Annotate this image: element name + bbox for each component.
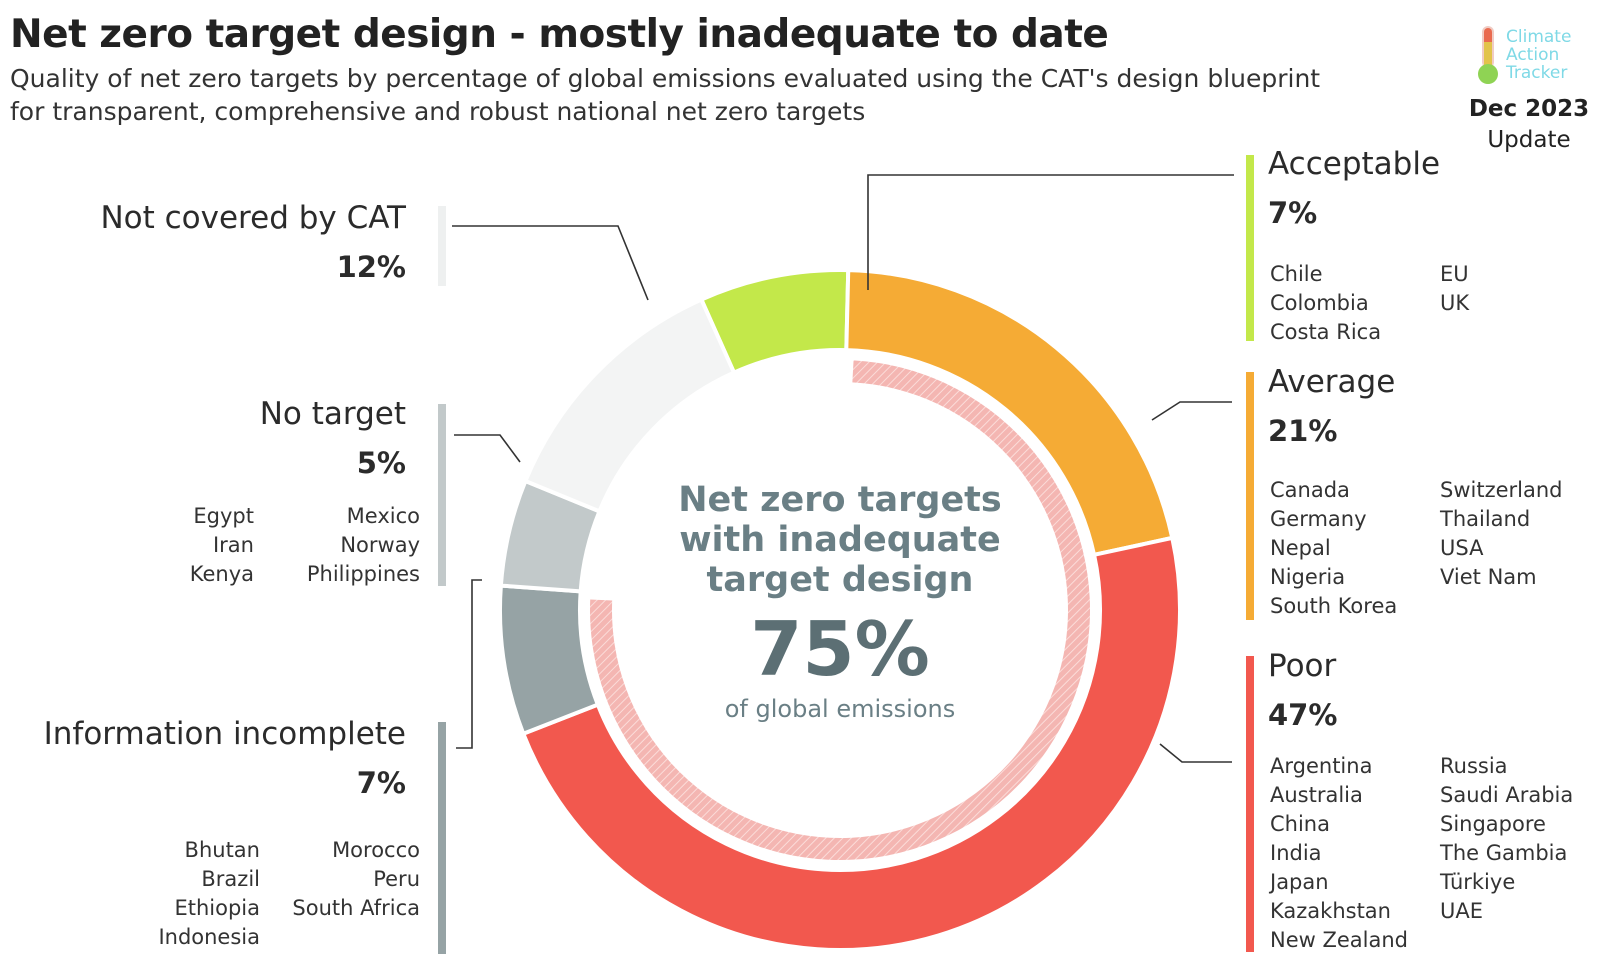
country-item: USA [1440, 536, 1484, 560]
country-item: Chile [1270, 262, 1323, 286]
country-item: New Zealand [1270, 928, 1408, 952]
countries-no-target-1: Egypt Iran Kenya [190, 502, 254, 589]
country-item: Iran [212, 533, 254, 557]
country-item: Brazil [201, 867, 260, 891]
label-acceptable: Acceptable [1268, 146, 1441, 182]
country-item: Türkiye [1440, 870, 1516, 894]
country-item: South Korea [1270, 594, 1398, 618]
country-item: Kenya [189, 562, 254, 586]
bar-acceptable [1246, 155, 1254, 341]
leader-poor [1159, 743, 1232, 763]
country-item: Australia [1270, 783, 1363, 807]
country-item: Thailand [1440, 507, 1531, 531]
pct-incomplete: 7% [356, 766, 406, 800]
country-item: Russia [1440, 754, 1508, 778]
country-item: Egypt [193, 504, 254, 528]
label-average: Average [1268, 364, 1396, 400]
countries-acceptable-2: EU UK [1440, 260, 1469, 318]
pct-poor: 47% [1268, 698, 1338, 732]
country-item: Japan [1270, 870, 1329, 894]
bar-average [1246, 372, 1254, 620]
slice-poor [520, 535, 1182, 952]
country-item: South Africa [292, 896, 420, 920]
country-item: China [1270, 812, 1330, 836]
leader-not-covered [452, 225, 649, 301]
countries-acceptable-1: Chile Colombia Costa Rica [1270, 260, 1381, 347]
country-item: Costa Rica [1270, 320, 1382, 344]
thermometer-icon [1478, 26, 1498, 84]
country-item: The Gambia [1440, 841, 1568, 865]
slice-information-incomplete [498, 583, 601, 737]
country-item: Germany [1270, 507, 1367, 531]
leader-no-target [454, 434, 521, 463]
countries-incomplete-1: Bhutan Brazil Ethiopia Indonesia [158, 836, 260, 952]
center-summary: Net zero targets with inadequate target … [660, 480, 1020, 724]
country-item: Norway [340, 533, 420, 557]
country-item: Colombia [1270, 291, 1369, 315]
country-item: Nepal [1270, 536, 1331, 560]
countries-average-2: Switzerland Thailand USA Viet Nam [1440, 476, 1563, 592]
leader-acceptable [867, 174, 1234, 290]
countries-average-1: Canada Germany Nepal Nigeria South Korea [1270, 476, 1397, 621]
country-item: Nigeria [1270, 565, 1346, 589]
country-item: Indonesia [158, 925, 260, 949]
pct-not-covered: 12% [336, 250, 406, 284]
label-poor: Poor [1268, 648, 1337, 684]
bar-poor [1246, 656, 1254, 952]
center-caption: of global emissions [724, 695, 956, 723]
label-incomplete: Information incomplete [43, 716, 406, 752]
pct-acceptable: 7% [1268, 196, 1318, 230]
label-not-covered: Not covered by CAT [100, 200, 406, 236]
leader-incomplete [456, 579, 482, 749]
bar-not-covered [438, 206, 446, 286]
chart-title: Net zero target design - mostly inadequa… [10, 12, 1109, 57]
country-item: Singapore [1440, 812, 1546, 836]
bar-incomplete [438, 722, 446, 954]
countries-incomplete-2: Morocco Peru South Africa [292, 836, 420, 923]
center-value: 75% [750, 605, 930, 693]
country-item: UK [1440, 291, 1470, 315]
logo-wordmark: Climate Action Tracker [1506, 27, 1572, 83]
pct-no-target: 5% [356, 446, 406, 480]
slice-not-covered-by-cat [522, 296, 737, 514]
update-badge: Dec 2023 Update [1468, 96, 1590, 153]
country-item: Canada [1270, 478, 1350, 502]
bar-no-target [438, 404, 446, 586]
countries-no-target-2: Mexico Norway Philippines [307, 502, 420, 589]
country-item: Mexico [346, 504, 420, 528]
country-item: Switzerland [1440, 478, 1563, 502]
country-item: EU [1440, 262, 1469, 286]
country-item: Peru [373, 867, 420, 891]
countries-poor-2: Russia Saudi Arabia Singapore The Gambia Tür… [1440, 752, 1573, 926]
country-item: Viet Nam [1440, 565, 1537, 589]
country-item: Saudi Arabia [1440, 783, 1574, 807]
countries-poor-1: Argentina Australia China India Japan Kazakhs… [1270, 752, 1408, 955]
country-item: UAE [1440, 899, 1484, 923]
country-item: India [1270, 841, 1322, 865]
chart-subtitle: Quality of net zero targets by percentag… [10, 64, 1321, 126]
country-item: Kazakhstan [1270, 899, 1391, 923]
country-item: Argentina [1270, 754, 1373, 778]
pct-average: 21% [1268, 414, 1338, 448]
label-no-target: No target [259, 396, 406, 432]
leader-average [1151, 401, 1232, 421]
country-item: Bhutan [184, 838, 260, 862]
country-item: Morocco [332, 838, 420, 862]
country-item: Philippines [306, 562, 420, 586]
country-item: Ethiopia [174, 896, 260, 920]
